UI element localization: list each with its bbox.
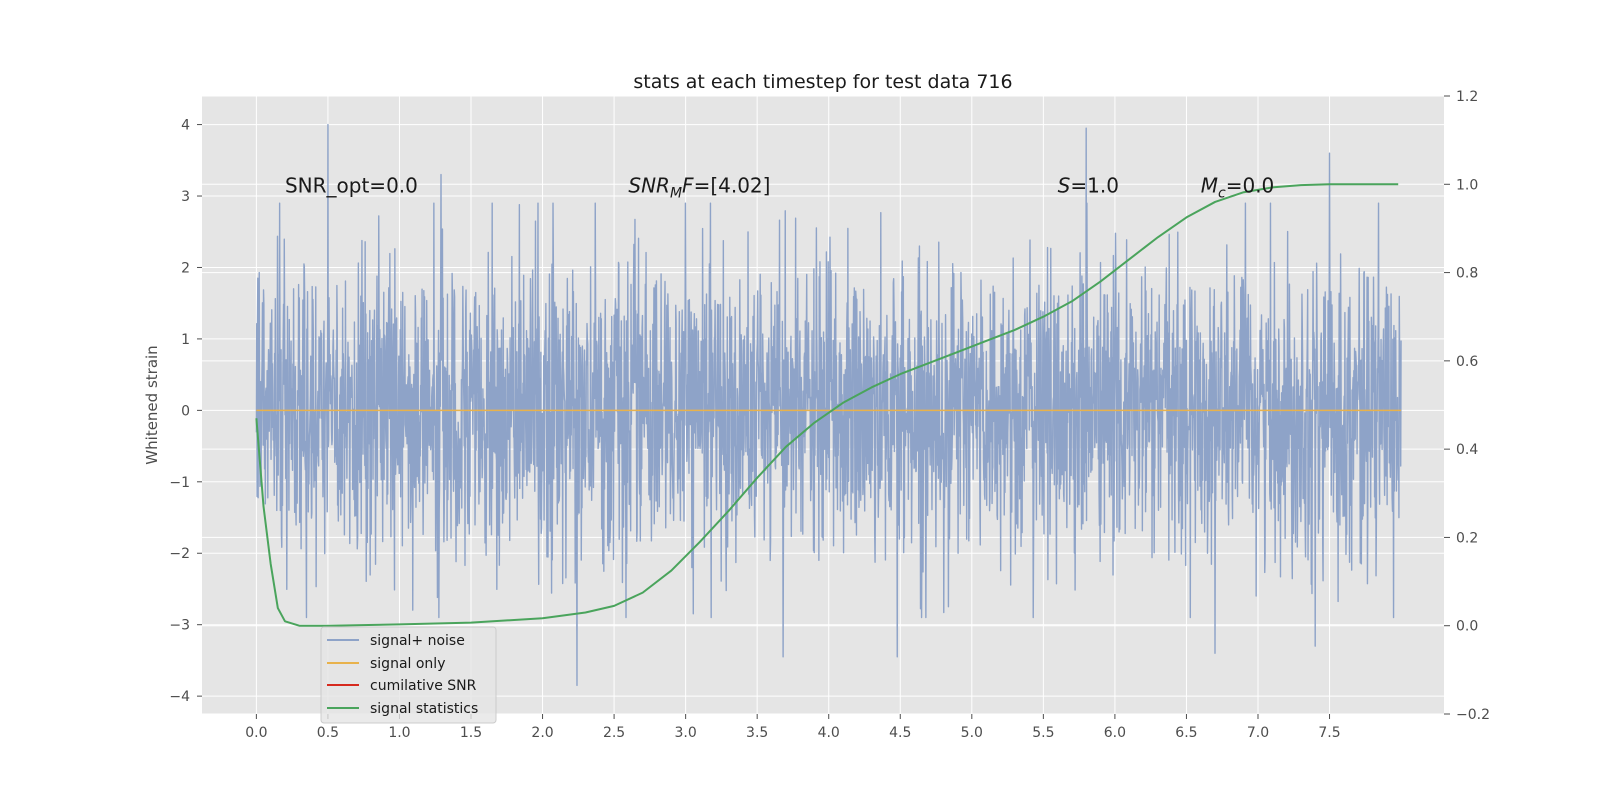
right-tick-label: 1.2	[1456, 89, 1478, 105]
annotation-snr-opt: SNR_opt=0.0	[285, 173, 418, 197]
x-tick-label: 0.0	[245, 725, 267, 741]
x-tick-label: 3.5	[746, 725, 768, 741]
annotation-s-value: S=1.0	[1058, 173, 1119, 197]
legend-label-signal-statistics: signal statistics	[370, 701, 478, 717]
x-tick-label: 3.0	[675, 725, 697, 741]
y-axis-label: Whitened strain	[143, 345, 161, 464]
x-tick-label: 1.5	[460, 725, 482, 741]
annotation-mc-value: Mc=0.0	[1201, 173, 1275, 201]
series-signal-noise-line	[255, 123, 1402, 687]
x-tick-label: 5.5	[1032, 725, 1054, 741]
right-tick-label: 0.8	[1456, 266, 1478, 282]
right-tick-label: 0.4	[1456, 442, 1478, 458]
right-tick-label: 0.2	[1456, 530, 1478, 546]
legend-label-signal-noise: signal+ noise	[370, 633, 465, 649]
y-tick-label: −1	[169, 475, 190, 491]
y-tick-label: 3	[181, 189, 190, 205]
series-signal-statistics-line	[255, 183, 1399, 627]
x-tick-label: 4.0	[818, 725, 840, 741]
x-tick-label: 7.0	[1247, 725, 1269, 741]
chart-title: stats at each timestep for test data 716	[633, 71, 1012, 93]
legend: signal+ noise signal only cumilative SNR…	[320, 626, 497, 724]
right-tick-label: 0.6	[1456, 354, 1478, 370]
y-tick-label: −3	[169, 618, 190, 634]
annotations: SNR_opt=0.0 SNRMF=[4.02] S=1.0 Mc=0.0	[285, 173, 1274, 201]
x-tick-label: 5.0	[961, 725, 983, 741]
plot-data	[255, 123, 1402, 687]
x-tick-label: 0.5	[317, 725, 339, 741]
annotation-snr-mf: SNRMF=[4.02]	[628, 173, 770, 201]
x-tick-label: 6.0	[1104, 725, 1126, 741]
x-tick-label: 2.0	[531, 725, 553, 741]
x-tick-label: 2.5	[603, 725, 625, 741]
y-tick-label: 0	[181, 403, 190, 419]
legend-box	[320, 626, 497, 724]
y-tick-label: −4	[169, 689, 190, 705]
legend-label-cumulative-snr: cumilative SNR	[370, 678, 477, 694]
x-tick-label: 1.0	[388, 725, 410, 741]
right-axis-ticks: 1.2 1.0 0.8 0.6 0.4 0.2 0.0 −0.2	[1444, 89, 1490, 723]
x-axis-ticks: 0.0 0.5 1.0 1.5 2.0 2.5 3.0 3.5 4.0 4.5 5.0 5.5 6.0 6…	[245, 714, 1341, 741]
y-tick-label: 1	[181, 332, 190, 348]
y-axis-ticks: 4 3 2 1 0 −1 −2 −3 −4	[169, 118, 202, 705]
x-tick-label: 4.5	[889, 725, 911, 741]
right-tick-label: 1.0	[1456, 177, 1478, 193]
x-tick-label: 6.5	[1175, 725, 1197, 741]
legend-label-signal-only: signal only	[370, 656, 445, 672]
y-tick-label: −2	[169, 546, 190, 562]
right-tick-label: 0.0	[1456, 619, 1478, 635]
y-tick-label: 2	[181, 260, 190, 276]
right-tick-label: −0.2	[1456, 707, 1490, 723]
y-tick-label: 4	[181, 118, 190, 134]
x-tick-label: 7.5	[1318, 725, 1340, 741]
